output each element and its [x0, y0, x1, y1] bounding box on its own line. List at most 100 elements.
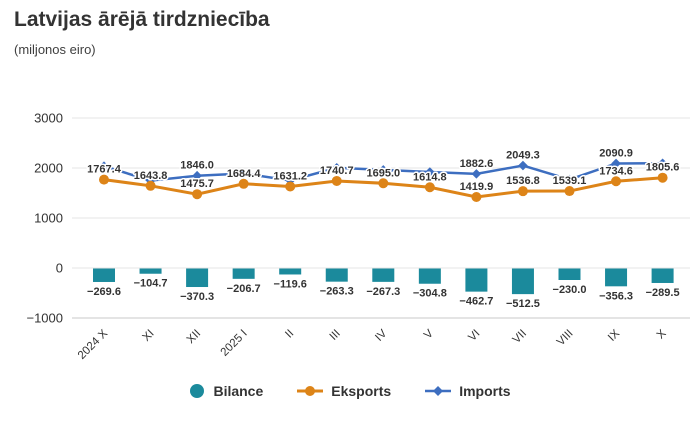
eksports-label-III: 1740.7 [320, 165, 354, 177]
bar-label-IV: −267.3 [366, 286, 400, 298]
legend-item-imports[interactable]: Imports [425, 383, 511, 399]
eksports-point-VIII[interactable] [564, 186, 575, 197]
eksports-point-2024 X[interactable] [99, 174, 109, 185]
bar-bilance-XII[interactable] [186, 268, 209, 288]
chart-title: Latvijas ārējā tirdzniecība [14, 8, 270, 31]
eksports-label-XII: 1475.7 [180, 178, 214, 190]
x-axis-label-XII: XII [185, 328, 203, 346]
bar-label-2024 X: −269.6 [87, 286, 121, 298]
y-axis-label-1000: 1000 [34, 211, 63, 226]
bilance-legend-marker-icon [189, 383, 205, 399]
bar-bilance-2025 I[interactable] [232, 268, 255, 279]
y-axis-label--1000: −1000 [26, 311, 63, 326]
eksports-label-VII: 1536.8 [506, 175, 540, 187]
eksports-point-III[interactable] [331, 175, 342, 186]
imports-point-XI[interactable] [145, 175, 156, 186]
imports-point-VII[interactable] [518, 160, 528, 171]
imports-point-IV[interactable] [378, 165, 389, 175]
eksports-point-II[interactable] [285, 181, 296, 192]
chart-legend: Bilance Eksports Imports [0, 383, 700, 399]
imports-label-VII: 2049.3 [506, 150, 540, 162]
x-axis-label-2025 I: 2025 I [219, 328, 250, 359]
x-axis-label-III: III [328, 328, 343, 343]
x-axis-label-VI: VI [466, 328, 482, 344]
imports-label-VI: 1882.6 [460, 158, 494, 170]
bar-bilance-III[interactable] [325, 268, 348, 282]
x-axis-label-IV: IV [373, 327, 389, 343]
eksports-label-II: 1631.2 [273, 170, 307, 182]
x-axis-label-VIII: VIII [555, 328, 576, 349]
imports-point-VIII[interactable] [564, 174, 575, 185]
bar-bilance-X[interactable] [651, 268, 674, 283]
imports-point-IX[interactable] [611, 158, 621, 169]
eksports-label-2024 X: 1767.4 [87, 164, 122, 176]
imports-label-IX: 2090.9 [599, 147, 633, 159]
bar-label-III: −263.3 [320, 286, 354, 298]
bar-label-XI: −104.7 [134, 278, 168, 290]
imports-legend-marker-icon [425, 385, 452, 397]
eksports-legend-marker-icon [297, 385, 324, 397]
x-axis-label-2024 X: 2024 X [76, 327, 110, 361]
eksports-point-IX[interactable] [611, 176, 622, 187]
imports-point-2025 I[interactable] [238, 168, 249, 179]
x-axis-label-II: II [283, 328, 296, 341]
legend-label-imports: Imports [459, 383, 511, 399]
imports-point-V[interactable] [425, 167, 435, 177]
bar-bilance-II[interactable] [279, 268, 302, 275]
bar-label-VII: −512.5 [506, 298, 540, 310]
y-axis-label-2000: 2000 [34, 161, 63, 176]
bar-label-II: −119.6 [274, 278, 307, 290]
bar-label-V: −304.8 [413, 288, 447, 300]
x-axis-label-IX: IX [606, 327, 622, 343]
imports-point-X[interactable] [657, 158, 668, 169]
bar-label-X: −289.5 [646, 287, 680, 299]
bar-label-XII: −370.3 [180, 291, 214, 303]
bar-label-IX: −356.3 [599, 290, 633, 302]
x-axis-label-XI: XI [140, 328, 156, 344]
eksports-label-IV: 1695.0 [366, 167, 400, 179]
bar-bilance-VII[interactable] [511, 268, 534, 295]
legend-item-eksports[interactable]: Eksports [297, 383, 391, 399]
eksports-label-VIII: 1539.1 [553, 175, 587, 187]
y-axis-label-3000: 3000 [34, 111, 63, 126]
legend-item-bilance[interactable]: Bilance [189, 383, 263, 399]
eksports-label-X: 1805.6 [646, 162, 680, 174]
imports-point-XII[interactable] [192, 170, 202, 181]
imports-point-VI[interactable] [471, 169, 482, 179]
imports-label-XII: 1846.0 [180, 160, 214, 172]
eksports-label-VI: 1419.9 [460, 181, 494, 193]
eksports-point-VII[interactable] [517, 186, 528, 197]
bar-bilance-IX[interactable] [605, 268, 628, 287]
x-axis-label-V: V [422, 327, 436, 341]
legend-label-bilance: Bilance [213, 383, 264, 399]
eksports-label-V: 1614.8 [413, 171, 447, 183]
bar-label-2025 I: −206.7 [227, 283, 261, 295]
eksports-label-2025 I: 1684.4 [227, 168, 262, 180]
eksports-point-XII[interactable] [192, 189, 203, 200]
x-axis-label-X: X [655, 327, 669, 341]
eksports-point-VI[interactable] [471, 192, 482, 203]
chart-subtitle: (miljonos eiro) [14, 42, 96, 57]
bar-bilance-XI[interactable] [139, 268, 162, 274]
eksports-label-IX: 1734.6 [599, 165, 633, 177]
bar-bilance-VIII[interactable] [558, 268, 581, 281]
bar-bilance-2024 X[interactable] [93, 268, 115, 282]
bar-label-VIII: −230.0 [553, 284, 587, 296]
eksports-point-X[interactable] [657, 172, 668, 183]
y-axis-label-0: 0 [56, 261, 63, 276]
eksports-point-IV[interactable] [378, 178, 389, 189]
eksports-point-2025 I[interactable] [238, 178, 249, 189]
legend-label-eksports: Eksports [331, 383, 392, 399]
eksports-point-V[interactable] [424, 182, 435, 193]
bar-bilance-IV[interactable] [372, 268, 395, 282]
imports-point-III[interactable] [331, 163, 342, 173]
bar-bilance-VI[interactable] [465, 268, 488, 292]
eksports-point-XI[interactable] [145, 180, 156, 191]
bar-label-VI: −462.7 [459, 296, 493, 308]
imports-point-2024 X[interactable] [99, 161, 109, 171]
bar-bilance-V[interactable] [418, 268, 441, 284]
eksports-label-XI: 1643.8 [134, 170, 168, 182]
